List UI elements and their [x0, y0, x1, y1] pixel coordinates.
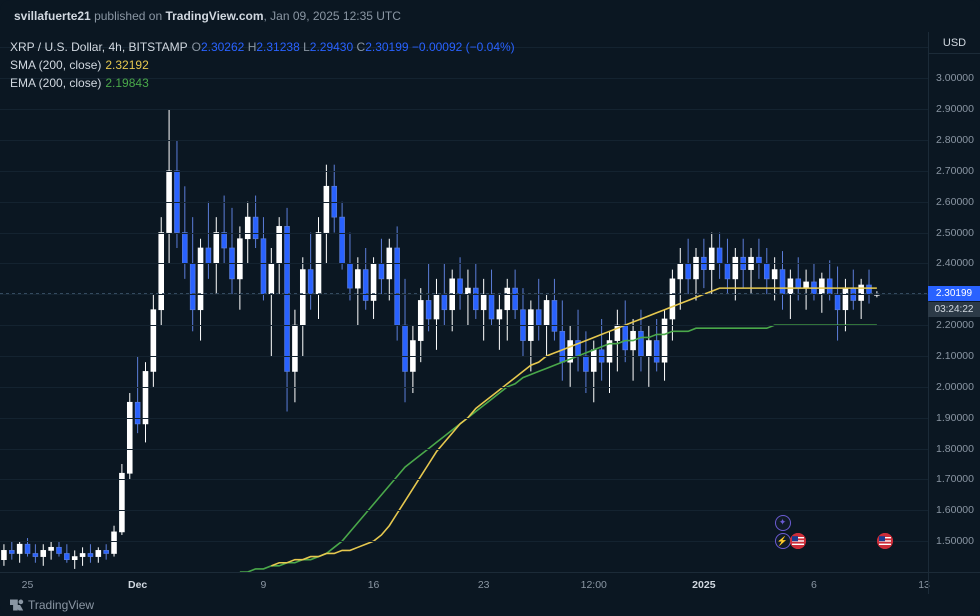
tradingview-watermark[interactable]: TradingView [10, 598, 94, 612]
x-tick-label: 25 [22, 579, 34, 591]
y-tick-label: 2.40000 [936, 257, 974, 269]
legend-panel[interactable]: XRP / U.S. Dollar, 4h, BITSTAMP O2.30262… [10, 38, 515, 92]
y-tick-label: 2.60000 [936, 196, 974, 208]
y-tick-label: 2.80000 [936, 134, 974, 146]
ema-value: 2.19843 [105, 74, 148, 92]
flag-icon[interactable] [790, 533, 806, 549]
chart-plot-area[interactable]: XRP / U.S. Dollar, 4h, BITSTAMP O2.30262… [0, 32, 928, 572]
y-tick-label: 1.80000 [936, 443, 974, 455]
currency-label[interactable]: USD [928, 32, 980, 54]
y-tick-label: 2.90000 [936, 103, 974, 115]
x-tick-label: Dec [128, 579, 147, 591]
y-tick-label: 1.60000 [936, 504, 974, 516]
x-tick-label: 12:00 [581, 579, 607, 591]
y-tick-label: 3.00000 [936, 72, 974, 84]
publish-text: svillafuerte21 published on TradingView.… [14, 9, 401, 23]
flag-icon[interactable] [877, 533, 893, 549]
watermark-text: TradingView [28, 598, 94, 612]
ema-label[interactable]: EMA (200, close) [10, 74, 101, 92]
symbol-name[interactable]: XRP / U.S. Dollar, 4h, BITSTAMP [10, 38, 188, 56]
indicator-icon[interactable]: ✦ [775, 515, 791, 531]
y-tick-label: 2.20000 [936, 319, 974, 331]
last-price-tag: 2.30199 [928, 286, 980, 301]
x-tick-label: 6 [811, 579, 817, 591]
publish-bar: svillafuerte21 published on TradingView.… [0, 0, 980, 32]
y-tick-label: 1.90000 [936, 412, 974, 424]
x-tick-label: 2025 [692, 579, 715, 591]
y-tick-label: 2.70000 [936, 165, 974, 177]
axis-corner[interactable] [928, 572, 980, 594]
x-axis[interactable]: 25Dec9162312:002025613 [0, 572, 928, 594]
indicator-icon[interactable]: ⚡ [775, 533, 791, 549]
x-tick-label: 9 [261, 579, 267, 591]
countdown-tag: 03:24:22 [928, 302, 980, 317]
sma-label[interactable]: SMA (200, close) [10, 56, 101, 74]
ohlc-values: O2.30262 H2.31238 L2.29430 C2.30199 −0.0… [192, 38, 515, 56]
tradingview-logo-icon [10, 598, 24, 612]
y-tick-label: 2.00000 [936, 381, 974, 393]
y-tick-label: 2.10000 [936, 350, 974, 362]
y-tick-label: 1.70000 [936, 473, 974, 485]
x-tick-label: 23 [478, 579, 490, 591]
y-tick-label: 1.50000 [936, 535, 974, 547]
y-tick-label: 2.50000 [936, 227, 974, 239]
y-axis[interactable]: 1.50000 1.60000 1.70000 1.80000 1.90000 2.000… [928, 32, 980, 572]
x-tick-label: 16 [368, 579, 380, 591]
sma-value: 2.32192 [105, 56, 148, 74]
